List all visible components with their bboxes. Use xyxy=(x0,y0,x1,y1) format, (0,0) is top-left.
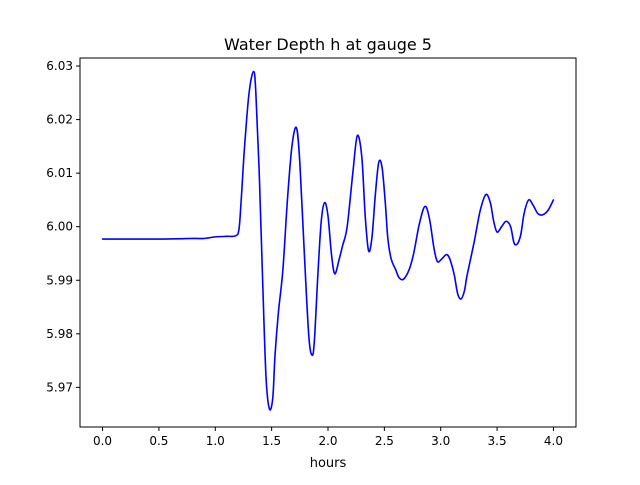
y-tick-label: 6.02 xyxy=(46,113,73,127)
x-tick-label: 2.0 xyxy=(318,434,337,448)
x-tick-label: 0.0 xyxy=(93,434,112,448)
x-tick-label: 0.5 xyxy=(149,434,168,448)
plot-frame xyxy=(79,57,577,428)
y-tick-label: 6.00 xyxy=(46,220,73,234)
y-tick-label: 6.01 xyxy=(46,166,73,180)
x-axis-ticks: 0.0 0.5 1.0 1.5 2.0 2.5 3.0 3.5 4.0 xyxy=(93,427,563,448)
x-axis-label: hours xyxy=(310,456,347,471)
x-tick-label: 4.0 xyxy=(544,434,563,448)
chart-title: Water Depth h at gauge 5 xyxy=(224,35,432,54)
y-axis-ticks: 5.97 5.98 5.99 6.00 6.01 6.02 6.03 xyxy=(46,59,80,394)
y-tick-label: 6.03 xyxy=(46,59,73,73)
x-tick-label: 3.0 xyxy=(431,434,450,448)
series-line xyxy=(101,70,555,411)
plot-area xyxy=(101,70,555,411)
y-tick-label: 5.99 xyxy=(46,273,73,287)
y-tick-label: 5.97 xyxy=(46,380,73,394)
x-tick-label: 1.0 xyxy=(206,434,225,448)
x-tick-label: 1.5 xyxy=(262,434,281,448)
x-tick-label: 3.5 xyxy=(488,434,507,448)
y-tick-label: 5.98 xyxy=(46,327,73,341)
x-tick-label: 2.5 xyxy=(375,434,394,448)
